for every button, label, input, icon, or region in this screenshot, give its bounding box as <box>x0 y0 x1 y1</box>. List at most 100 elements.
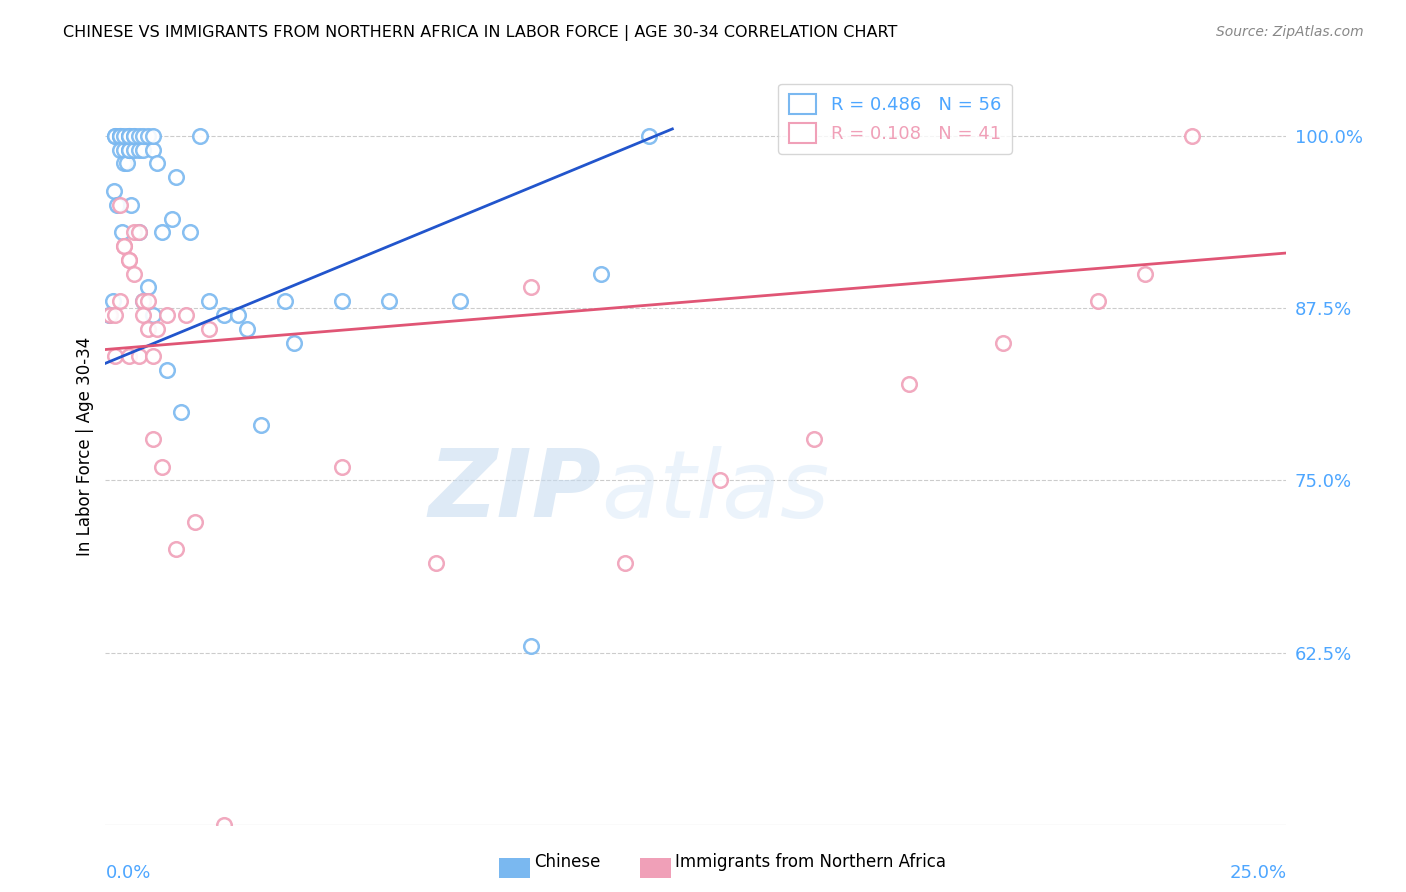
Point <box>198 294 221 309</box>
Point <box>150 225 173 239</box>
Point <box>136 128 159 143</box>
Point <box>330 294 353 309</box>
Point <box>283 335 305 350</box>
Point <box>105 198 128 212</box>
Point <box>118 252 141 267</box>
Point <box>118 128 141 143</box>
Point <box>1087 294 1109 309</box>
Point <box>128 225 150 239</box>
Point <box>198 322 221 336</box>
Point <box>142 432 165 446</box>
Point <box>128 143 150 157</box>
Point <box>103 184 125 198</box>
Point <box>108 128 131 143</box>
Point <box>174 308 197 322</box>
Point <box>118 143 141 157</box>
Point <box>128 128 150 143</box>
Point <box>519 639 541 653</box>
Point <box>226 308 249 322</box>
Point <box>236 322 259 336</box>
Point <box>179 225 201 239</box>
Point <box>160 211 183 226</box>
Point <box>118 350 141 364</box>
Text: ZIP: ZIP <box>429 445 602 538</box>
Point <box>132 128 155 143</box>
Point <box>112 239 135 253</box>
Point <box>128 225 150 239</box>
Point <box>449 294 471 309</box>
Point <box>108 128 131 143</box>
Point <box>897 376 920 391</box>
Point <box>519 280 541 294</box>
Point <box>132 294 155 309</box>
Point <box>108 128 131 143</box>
Point <box>136 294 159 309</box>
Point <box>637 128 659 143</box>
Text: atlas: atlas <box>602 446 830 537</box>
Point <box>425 556 447 570</box>
Point <box>803 432 825 446</box>
Point <box>165 170 187 185</box>
Point <box>330 459 353 474</box>
Point <box>111 225 134 239</box>
Point <box>112 128 135 143</box>
Point <box>274 294 297 309</box>
Text: 25.0%: 25.0% <box>1229 864 1286 882</box>
Point <box>104 128 127 143</box>
Point <box>136 322 159 336</box>
Point <box>709 474 731 488</box>
Point <box>118 252 141 267</box>
Text: Immigrants from Northern Africa: Immigrants from Northern Africa <box>675 853 946 871</box>
Point <box>378 294 401 309</box>
Point <box>250 418 273 433</box>
Point <box>118 143 141 157</box>
Point <box>122 128 145 143</box>
Point <box>118 128 141 143</box>
Point <box>165 542 187 557</box>
Point <box>591 267 613 281</box>
Text: Chinese: Chinese <box>534 853 600 871</box>
Point <box>122 225 145 239</box>
Point <box>104 128 127 143</box>
Point <box>212 308 235 322</box>
Point <box>136 280 159 294</box>
Point <box>122 143 145 157</box>
Point <box>132 308 155 322</box>
Point <box>991 335 1014 350</box>
Point <box>156 363 179 377</box>
Point <box>212 818 235 832</box>
Point <box>156 308 179 322</box>
Text: 0.0%: 0.0% <box>105 864 150 882</box>
Point <box>122 128 145 143</box>
Point <box>120 198 142 212</box>
Point <box>146 322 169 336</box>
Text: Source: ZipAtlas.com: Source: ZipAtlas.com <box>1216 25 1364 39</box>
Point <box>132 143 155 157</box>
Point <box>1181 128 1204 143</box>
Y-axis label: In Labor Force | Age 30-34: In Labor Force | Age 30-34 <box>76 336 94 556</box>
Point <box>614 556 637 570</box>
Point <box>1133 267 1156 281</box>
Point <box>98 308 121 322</box>
Point <box>118 128 141 143</box>
Point <box>104 308 127 322</box>
Point <box>170 404 193 418</box>
Point <box>104 350 127 364</box>
Legend: R = 0.486   N = 56, R = 0.108   N = 41: R = 0.486 N = 56, R = 0.108 N = 41 <box>778 84 1012 154</box>
Text: CHINESE VS IMMIGRANTS FROM NORTHERN AFRICA IN LABOR FORCE | AGE 30-34 CORRELATIO: CHINESE VS IMMIGRANTS FROM NORTHERN AFRI… <box>63 25 897 41</box>
Point <box>142 143 165 157</box>
Point <box>146 156 169 170</box>
Point <box>108 143 131 157</box>
Point <box>101 294 124 309</box>
Point <box>142 308 165 322</box>
Point <box>132 294 155 309</box>
Point <box>108 294 131 309</box>
Point <box>142 350 165 364</box>
Point <box>108 198 131 212</box>
Point <box>150 459 173 474</box>
Point <box>188 128 211 143</box>
Point <box>184 515 207 529</box>
Point <box>112 156 135 170</box>
Point <box>142 128 165 143</box>
Point <box>122 267 145 281</box>
